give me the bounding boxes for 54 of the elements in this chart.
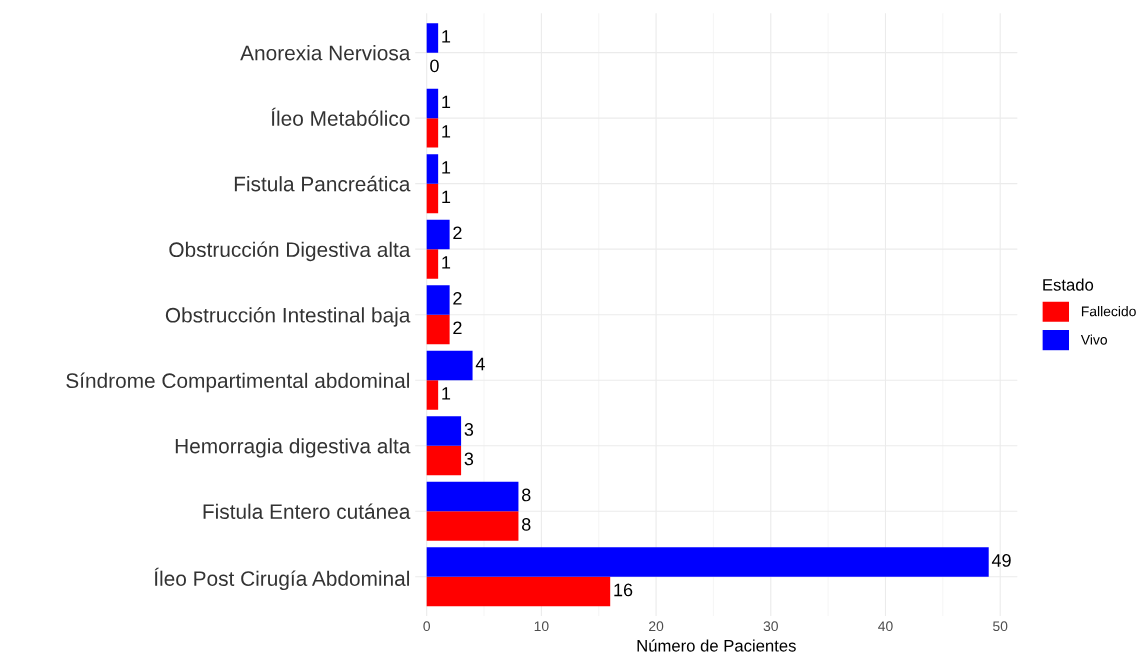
y-tick-label: Obstrucción Digestiva alta <box>169 241 411 262</box>
data-label: 1 <box>442 95 451 109</box>
data-label: 4 <box>475 357 485 371</box>
x-tick-label: 50 <box>993 621 1008 632</box>
bar <box>426 350 473 381</box>
bar <box>426 576 611 607</box>
y-tick-label: Obstrucción Intestinal baja <box>165 307 411 327</box>
data-label: 8 <box>522 518 531 531</box>
data-label: 2 <box>453 292 462 305</box>
legend-title: Estado <box>1043 278 1094 291</box>
x-tick-label: 10 <box>534 621 549 632</box>
bar <box>426 511 519 541</box>
x-tick-label: 30 <box>763 621 778 632</box>
bar <box>426 23 439 53</box>
y-tick-label: Hemorragia digestiva alta <box>175 438 411 458</box>
bar <box>426 183 439 214</box>
y-tick-label: Anorexia Nerviosa <box>240 45 411 61</box>
bar <box>426 118 439 148</box>
y-tick-label: Fistula Pancreática <box>234 175 411 192</box>
data-label: 1 <box>442 256 451 269</box>
data-label: 8 <box>522 488 531 502</box>
legend-label: Vivo <box>1080 334 1108 345</box>
y-tick-label: Íleo Post Cirugía Abdominal <box>154 567 409 591</box>
data-label: 1 <box>442 387 451 400</box>
bar <box>426 547 989 577</box>
data-label: 0 <box>430 59 439 73</box>
bar <box>426 481 519 512</box>
x-tick-label: 40 <box>878 621 893 632</box>
data-label: 3 <box>464 452 474 466</box>
data-label: 1 <box>442 125 451 138</box>
x-axis-title: Número de Pacientes <box>637 639 796 652</box>
bar <box>426 249 439 279</box>
bar <box>426 416 462 446</box>
data-label: 2 <box>453 226 462 240</box>
bar <box>426 380 439 410</box>
x-tick-label: 20 <box>649 621 664 632</box>
data-label: 1 <box>442 30 451 43</box>
data-label: 2 <box>453 321 462 335</box>
x-tick-label: 0 <box>423 621 430 632</box>
bar <box>426 154 439 184</box>
bar <box>426 314 450 345</box>
bar <box>426 88 439 119</box>
legend-label: Fallecido <box>1081 306 1136 317</box>
bar <box>426 219 450 250</box>
y-tick-label: Fistula Entero cutánea <box>203 503 411 519</box>
data-label: 3 <box>464 423 474 436</box>
data-label: 1 <box>442 190 451 204</box>
bar <box>426 445 462 476</box>
data-label: 49 <box>991 554 1011 567</box>
data-label: 1 <box>442 161 451 174</box>
data-label: 16 <box>614 583 633 597</box>
y-tick-label: Síndrome Compartimental abdominal <box>66 372 409 393</box>
y-tick-label: Íleo Metabólico <box>271 107 410 126</box>
bar <box>426 285 450 315</box>
